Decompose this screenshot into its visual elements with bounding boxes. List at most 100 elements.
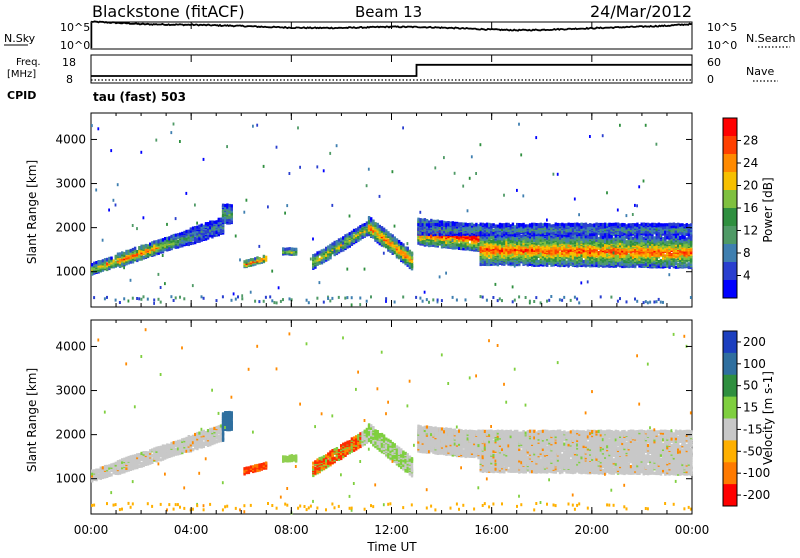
power-noise-cell bbox=[452, 239, 454, 242]
power-noise-cell bbox=[495, 283, 497, 286]
power-cell bbox=[561, 223, 563, 226]
power-noise-cell bbox=[95, 189, 97, 192]
power-cell bbox=[323, 249, 325, 252]
power-cell bbox=[220, 218, 222, 221]
power-cell bbox=[346, 233, 348, 236]
power-cell bbox=[578, 237, 580, 240]
power-cell bbox=[113, 259, 115, 262]
power-cell bbox=[600, 223, 602, 226]
power-noise-cell bbox=[136, 227, 138, 230]
power-cell bbox=[565, 260, 567, 263]
power-cell bbox=[338, 238, 340, 241]
power-noise-cell bbox=[323, 169, 325, 172]
power-ground-cell bbox=[216, 299, 218, 302]
power-cell bbox=[422, 219, 424, 222]
power-cell bbox=[130, 255, 132, 258]
power-cell bbox=[544, 254, 546, 257]
power-cell bbox=[389, 239, 391, 242]
power-cell bbox=[132, 260, 134, 263]
power-cell bbox=[668, 240, 670, 243]
power-noise-cell bbox=[475, 172, 477, 175]
power-noise-cell bbox=[140, 151, 142, 154]
power-cell bbox=[628, 253, 630, 256]
power-cell bbox=[106, 258, 108, 261]
power-ground-cell bbox=[222, 295, 224, 298]
power-cell bbox=[419, 218, 421, 221]
power-cell bbox=[258, 257, 260, 260]
power-cell bbox=[452, 223, 454, 226]
power-ground-cell bbox=[366, 300, 368, 303]
power-ground-cell bbox=[570, 299, 572, 302]
power-cell bbox=[155, 240, 157, 243]
power-cell bbox=[368, 216, 370, 219]
power-ground-cell bbox=[559, 298, 561, 301]
power-cell bbox=[209, 221, 211, 224]
power-cell bbox=[471, 223, 473, 226]
power-cell bbox=[550, 260, 552, 263]
power-ground-cell bbox=[346, 296, 348, 299]
power-cell bbox=[662, 237, 664, 240]
power-noise-cell bbox=[258, 245, 260, 248]
power-noise-cell bbox=[108, 209, 110, 212]
power-noise-cell bbox=[170, 131, 172, 134]
power-cell bbox=[591, 224, 593, 227]
power-cell bbox=[563, 223, 565, 226]
power-cell bbox=[450, 223, 452, 226]
power-ground-cell bbox=[338, 296, 340, 299]
power-cell bbox=[598, 223, 600, 226]
power-ground-cell bbox=[289, 297, 291, 300]
power-cell bbox=[417, 227, 419, 230]
power-ground-cell bbox=[93, 296, 95, 299]
power-noise-cell bbox=[158, 273, 160, 276]
power-cell bbox=[364, 223, 366, 226]
power-cell bbox=[203, 225, 205, 228]
power-cell bbox=[540, 236, 542, 239]
power-ground-cell bbox=[563, 296, 565, 299]
power-ground-cell bbox=[576, 298, 578, 301]
power-cell bbox=[550, 224, 552, 227]
power-cell bbox=[198, 225, 200, 228]
power-cell bbox=[110, 257, 112, 260]
power-cell bbox=[490, 223, 492, 226]
power-noise-cell bbox=[286, 204, 288, 207]
power-cell bbox=[192, 227, 194, 230]
power-cell bbox=[645, 223, 647, 226]
power-cell bbox=[196, 239, 198, 242]
power-cell bbox=[641, 235, 643, 238]
power-noise-cell bbox=[334, 250, 336, 253]
power-noise-cell bbox=[336, 144, 338, 147]
power-cell bbox=[336, 240, 338, 243]
power-cell bbox=[593, 246, 595, 249]
power-cell bbox=[166, 237, 168, 240]
power-cell bbox=[402, 243, 404, 246]
power-cell bbox=[497, 225, 499, 228]
noise-panel: N.Sky 10^5 10^0 10^5 10^0 N.Search bbox=[4, 21, 796, 52]
power-cell bbox=[495, 224, 497, 227]
power-cell bbox=[488, 259, 490, 262]
power-cell bbox=[583, 223, 585, 226]
power-cell bbox=[458, 243, 460, 246]
power-cell bbox=[525, 224, 527, 227]
power-noise-cell bbox=[130, 279, 132, 282]
power-cell bbox=[538, 223, 540, 226]
power-cell bbox=[651, 223, 653, 226]
power-cell bbox=[656, 223, 658, 226]
power-cell bbox=[437, 220, 439, 223]
power-cell bbox=[392, 234, 394, 237]
power-ground-cell bbox=[170, 295, 172, 298]
power-noise-cell bbox=[419, 211, 421, 214]
power-cell bbox=[430, 219, 432, 222]
power-cell bbox=[653, 223, 655, 226]
power-ground-cell bbox=[653, 301, 655, 304]
power-noise-cell bbox=[278, 286, 280, 289]
power-cell bbox=[409, 250, 411, 253]
power-cell bbox=[428, 220, 430, 223]
power-cell bbox=[443, 223, 445, 226]
power-cell bbox=[404, 246, 406, 249]
power-cell bbox=[430, 223, 432, 226]
power-cell bbox=[501, 237, 503, 240]
power-cell bbox=[387, 231, 389, 234]
power-cell bbox=[458, 247, 460, 250]
power-ground-cell bbox=[282, 298, 284, 301]
power-cell bbox=[265, 256, 267, 259]
